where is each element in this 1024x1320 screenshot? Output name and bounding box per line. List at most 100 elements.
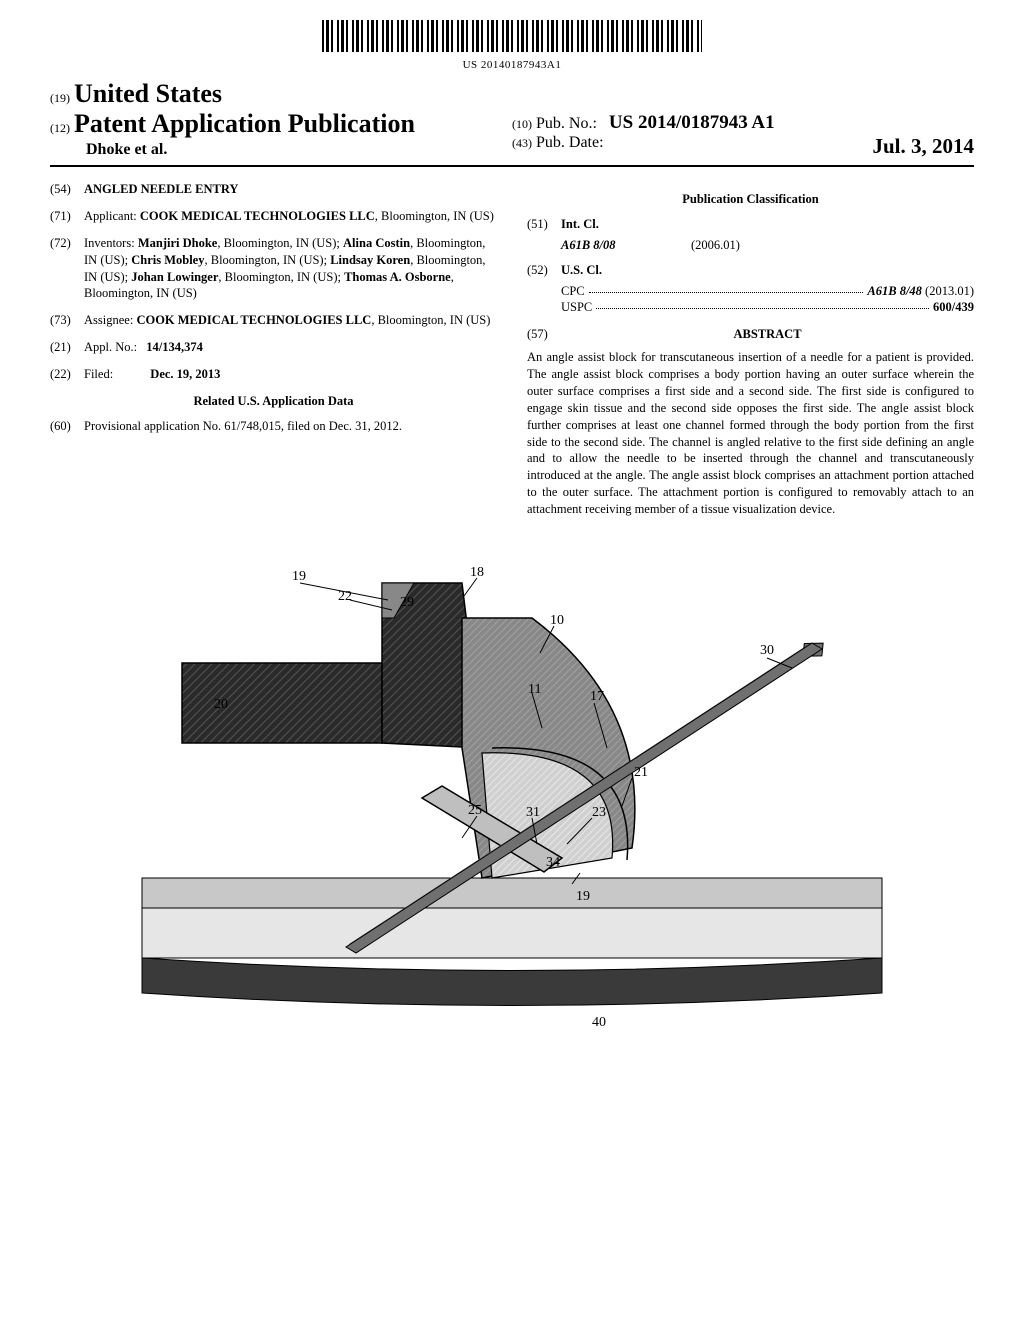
header-right: (10) Pub. No.: US 2014/0187943 A1 (43) P… <box>512 112 974 159</box>
label-19a: 19 <box>292 569 306 584</box>
intcl-date: (2006.01) <box>691 237 740 254</box>
barcode-graphic <box>322 20 702 52</box>
code-54: (54) <box>50 181 84 198</box>
field-60: (60) Provisional application No. 61/748,… <box>50 418 497 435</box>
code-71: (71) <box>50 208 84 225</box>
transducer-body <box>182 663 382 743</box>
figure-region: 19 22 29 18 20 10 11 17 30 25 31 23 21 3… <box>50 548 974 1073</box>
cpc-value: A61B 8/48 <box>867 284 922 298</box>
label-10: 10 <box>550 613 564 628</box>
cpc-date: (2013.01) <box>922 284 974 298</box>
abstract-text: An angle assist block for transcutaneous… <box>527 349 974 518</box>
inventor-5-rest: , Bloomington, IN (US); <box>218 270 341 284</box>
assignee-name: COOK MEDICAL TECHNOLOGIES LLC <box>136 313 371 327</box>
dots-icon <box>589 292 864 293</box>
patent-figure: 19 22 29 18 20 10 11 17 30 25 31 23 21 3… <box>132 548 892 1068</box>
applicant-rest: , Bloomington, IN (US) <box>375 209 494 223</box>
label-23: 23 <box>592 805 606 820</box>
country: United States <box>74 79 222 108</box>
tissue-layer-2 <box>142 908 882 958</box>
title: ANGLED NEEDLE ENTRY <box>84 181 497 198</box>
code-12: (12) <box>50 121 70 135</box>
inventor-5: Johan Lowinger <box>131 270 218 284</box>
field-22: (22) Filed: Dec. 19, 2013 <box>50 366 497 383</box>
applno-value: 14/134,374 <box>146 340 203 354</box>
publication-type: Patent Application Publication <box>74 109 415 138</box>
field-72: (72) Inventors: Manjiri Dhoke, Bloomingt… <box>50 235 497 303</box>
field-21: (21) Appl. No.: 14/134,374 <box>50 339 497 356</box>
biblio-columns: (54) ANGLED NEEDLE ENTRY (71) Applicant:… <box>50 181 974 518</box>
intcl-code: A61B 8/08 <box>561 237 691 254</box>
inventor-2: Alina Costin <box>343 236 410 250</box>
code-22: (22) <box>50 366 84 383</box>
code-19: (19) <box>50 91 70 105</box>
field-52: (52) U.S. Cl. <box>527 262 974 279</box>
pub-date-label: Pub. Date: <box>536 134 604 151</box>
applicant-name: COOK MEDICAL TECHNOLOGIES LLC <box>140 209 375 223</box>
cpc-line: CPC A61B 8/48 (2013.01) <box>561 283 974 300</box>
code-51: (51) <box>527 216 561 233</box>
provisional-text: Provisional application No. 61/748,015, … <box>84 418 497 435</box>
intcl-label: Int. Cl. <box>561 217 599 231</box>
cpc-label: CPC <box>561 283 585 300</box>
label-30: 30 <box>760 643 774 658</box>
filed-value: Dec. 19, 2013 <box>150 367 220 381</box>
header: (19) United States (12) Patent Applicati… <box>50 79 974 167</box>
field-73: (73) Assignee: COOK MEDICAL TECHNOLOGIES… <box>50 312 497 329</box>
code-57: (57) <box>527 326 561 343</box>
field-71: (71) Applicant: COOK MEDICAL TECHNOLOGIE… <box>50 208 497 225</box>
label-18: 18 <box>470 565 484 580</box>
assignee-rest: , Bloomington, IN (US) <box>371 313 490 327</box>
label-34: 34 <box>546 855 560 870</box>
label-21: 21 <box>634 765 648 780</box>
label-22: 22 <box>338 589 352 604</box>
uspc-label: USPC <box>561 299 592 316</box>
tissue-layer-1 <box>142 878 882 908</box>
assignee-label: Assignee: <box>84 313 133 327</box>
right-column: Publication Classification (51) Int. Cl.… <box>527 181 974 518</box>
uspc-line: USPC 600/439 <box>561 299 974 316</box>
left-column: (54) ANGLED NEEDLE ENTRY (71) Applicant:… <box>50 181 497 518</box>
barcode-text: US 20140187943A1 <box>50 59 974 71</box>
applicant-label: Applicant: <box>84 209 137 223</box>
dots-icon <box>596 308 929 309</box>
inventor-1: Manjiri Dhoke <box>138 236 218 250</box>
code-72: (72) <box>50 235 84 303</box>
code-21: (21) <box>50 339 84 356</box>
intcl-line: A61B 8/08 (2006.01) <box>561 237 974 254</box>
code-43: (43) <box>512 136 532 150</box>
label-29: 29 <box>400 595 414 610</box>
inventor-1-rest: , Bloomington, IN (US); <box>217 236 340 250</box>
inventors-label: Inventors: <box>84 236 135 250</box>
code-52: (52) <box>527 262 561 279</box>
pubclass-heading: Publication Classification <box>527 191 974 208</box>
label-20: 20 <box>214 697 228 712</box>
uscl-label: U.S. Cl. <box>561 263 602 277</box>
label-40: 40 <box>592 1015 606 1030</box>
label-31: 31 <box>526 805 540 820</box>
field-57: (57) ABSTRACT <box>527 326 974 343</box>
label-19b: 19 <box>576 889 590 904</box>
inventor-3-rest: , Bloomington, IN (US); <box>204 253 327 267</box>
barcode-region: US 20140187943A1 <box>50 20 974 71</box>
header-authors: Dhoke et al. <box>86 141 512 159</box>
inventor-6: Thomas A. Osborne <box>344 270 451 284</box>
inventor-4: Lindsay Koren <box>330 253 410 267</box>
code-10: (10) <box>512 117 532 131</box>
uspc-value: 600/439 <box>933 300 974 314</box>
label-11: 11 <box>528 682 541 697</box>
pub-no-value: US 2014/0187943 A1 <box>609 112 775 133</box>
pub-date-value: Jul. 3, 2014 <box>872 134 974 159</box>
code-73: (73) <box>50 312 84 329</box>
field-51: (51) Int. Cl. <box>527 216 974 233</box>
tissue-layer-dark <box>142 958 882 1006</box>
field-54: (54) ANGLED NEEDLE ENTRY <box>50 181 497 198</box>
abstract-heading: ABSTRACT <box>733 327 801 341</box>
applno-label: Appl. No.: <box>84 340 137 354</box>
label-25: 25 <box>468 803 482 818</box>
filed-label: Filed: <box>84 367 113 381</box>
code-60: (60) <box>50 418 84 435</box>
header-left: (19) United States (12) Patent Applicati… <box>50 79 512 159</box>
label-17: 17 <box>590 689 604 704</box>
pub-no-label: Pub. No.: <box>536 115 597 132</box>
